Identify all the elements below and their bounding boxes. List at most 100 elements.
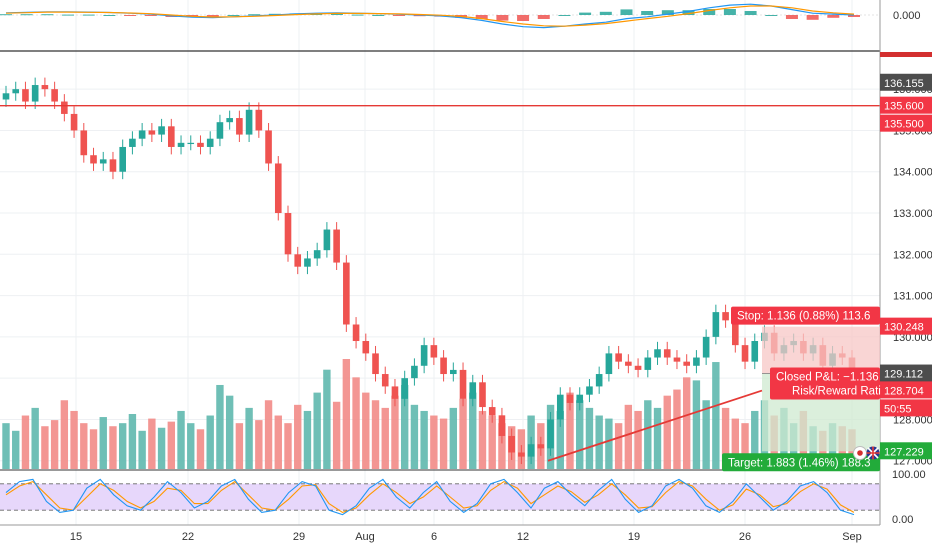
candle-body[interactable] bbox=[148, 130, 156, 135]
candle-body[interactable] bbox=[722, 312, 729, 321]
candle-body[interactable] bbox=[693, 357, 700, 366]
candle-body[interactable] bbox=[411, 365, 418, 379]
long-short-position-tool[interactable]: Stop: 1.136 (0.88%) 113.6 Closed P&L: −1.… bbox=[547, 306, 881, 472]
candle-body[interactable] bbox=[527, 444, 535, 457]
candle-body[interactable] bbox=[362, 341, 370, 354]
candle-body[interactable] bbox=[537, 444, 545, 449]
candle-body[interactable] bbox=[119, 146, 126, 172]
candle-body[interactable] bbox=[284, 213, 292, 255]
stochastic-pane[interactable] bbox=[0, 478, 880, 516]
candle-body[interactable] bbox=[168, 126, 175, 147]
candle-body[interactable] bbox=[469, 382, 477, 399]
candle-body[interactable] bbox=[51, 89, 58, 102]
stop-label[interactable]: Stop: 1.136 (0.88%) 113.6 bbox=[731, 306, 880, 325]
stop-zone[interactable] bbox=[762, 326, 880, 374]
candle-body[interactable] bbox=[187, 142, 195, 145]
candle-body[interactable] bbox=[566, 394, 574, 403]
candle-body[interactable] bbox=[245, 109, 253, 135]
price-scale[interactable]: 0.000136.000135.000134.000133.000132.000… bbox=[880, 10, 932, 526]
candle-body[interactable] bbox=[216, 122, 224, 139]
candle-body[interactable] bbox=[138, 130, 146, 139]
candle-body[interactable] bbox=[158, 126, 165, 135]
candle-body[interactable] bbox=[90, 155, 97, 164]
price-tag[interactable]: 130.248 bbox=[880, 317, 932, 335]
candle-body[interactable] bbox=[99, 159, 107, 164]
candle-body[interactable] bbox=[323, 229, 331, 251]
candle-body[interactable] bbox=[265, 130, 272, 164]
candle-body[interactable] bbox=[683, 361, 690, 366]
currency-flags[interactable] bbox=[853, 446, 880, 460]
candle-body[interactable] bbox=[313, 250, 321, 259]
price-tag[interactable]: 50:55 bbox=[880, 399, 932, 417]
candle-body[interactable] bbox=[605, 353, 613, 375]
candle-body[interactable] bbox=[343, 262, 350, 325]
macd-pane[interactable] bbox=[0, 3, 880, 29]
candle-body[interactable] bbox=[498, 415, 506, 436]
candle-body[interactable] bbox=[22, 89, 29, 102]
candle-body[interactable] bbox=[440, 357, 447, 375]
candle-body[interactable] bbox=[352, 324, 360, 342]
candle-body[interactable] bbox=[255, 109, 263, 131]
candle-body[interactable] bbox=[508, 435, 515, 453]
price-tag[interactable]: 127.229 bbox=[880, 442, 932, 460]
candle-body[interactable] bbox=[80, 130, 88, 156]
candle-body[interactable] bbox=[372, 353, 379, 375]
price-tag[interactable]: 128.704 bbox=[880, 381, 932, 399]
candle-body[interactable] bbox=[12, 89, 20, 94]
candle-body[interactable] bbox=[625, 361, 632, 366]
candle-body[interactable] bbox=[236, 118, 243, 135]
candle-body[interactable] bbox=[547, 419, 554, 449]
candle-body[interactable] bbox=[702, 336, 710, 358]
stochastic-k-line[interactable] bbox=[5, 478, 855, 516]
candle-body[interactable] bbox=[644, 357, 652, 370]
candle-body[interactable] bbox=[488, 407, 496, 416]
candle-body[interactable] bbox=[595, 374, 603, 387]
candle-body[interactable] bbox=[391, 386, 399, 399]
candle-body[interactable] bbox=[381, 374, 389, 387]
candle-body[interactable] bbox=[518, 452, 525, 457]
closed-pnl-label[interactable]: Closed P&L: −1.136 Risk/Reward Rati bbox=[770, 367, 881, 400]
candle-body[interactable] bbox=[333, 229, 340, 263]
candle-body[interactable] bbox=[712, 312, 720, 337]
candle-body[interactable] bbox=[576, 394, 584, 403]
price-tag[interactable]: 135.500 bbox=[880, 114, 932, 132]
candle-body[interactable] bbox=[294, 254, 302, 267]
trend-line[interactable] bbox=[547, 389, 763, 462]
candle-body[interactable] bbox=[654, 349, 661, 358]
candle-body[interactable] bbox=[586, 386, 593, 395]
candle-body[interactable] bbox=[634, 365, 642, 370]
price-tag[interactable]: 135.600 bbox=[880, 96, 932, 114]
candle-body[interactable] bbox=[459, 369, 467, 399]
candle-body[interactable] bbox=[615, 353, 622, 362]
candle-body[interactable] bbox=[2, 93, 10, 100]
candle-body[interactable] bbox=[197, 142, 204, 147]
candle-body[interactable] bbox=[70, 113, 78, 131]
macd-signal-line[interactable] bbox=[5, 5, 855, 27]
candle-body[interactable] bbox=[304, 258, 311, 267]
price-tag[interactable]: 136.155 bbox=[880, 73, 932, 91]
candle-body[interactable] bbox=[61, 101, 68, 114]
candle-body[interactable] bbox=[31, 85, 39, 102]
price-tag[interactable]: 129.112 bbox=[880, 364, 932, 382]
candle-body[interactable] bbox=[479, 382, 486, 408]
candle-body[interactable] bbox=[109, 159, 117, 172]
stochastic-d-line[interactable] bbox=[5, 480, 855, 514]
candle-body[interactable] bbox=[177, 142, 185, 147]
candle-body[interactable] bbox=[226, 118, 233, 123]
candle-body[interactable] bbox=[741, 345, 749, 362]
candle-body[interactable] bbox=[274, 163, 282, 214]
candle-body[interactable] bbox=[556, 394, 564, 420]
candle-body[interactable] bbox=[751, 341, 759, 362]
candle-body[interactable] bbox=[420, 345, 428, 366]
candle-body[interactable] bbox=[430, 345, 438, 358]
candle-body[interactable] bbox=[401, 378, 408, 399]
candle-body[interactable] bbox=[129, 138, 136, 147]
time-axis[interactable]: 15 22 29 Aug 6 12 19 26 Sep bbox=[70, 531, 862, 543]
candle-body[interactable] bbox=[41, 85, 49, 90]
candle-body[interactable] bbox=[732, 320, 739, 346]
target-label[interactable]: Target: 1.883 (1.46%) 188.3 bbox=[722, 453, 880, 472]
candle-body[interactable] bbox=[206, 138, 214, 147]
candle-body[interactable] bbox=[663, 349, 671, 358]
